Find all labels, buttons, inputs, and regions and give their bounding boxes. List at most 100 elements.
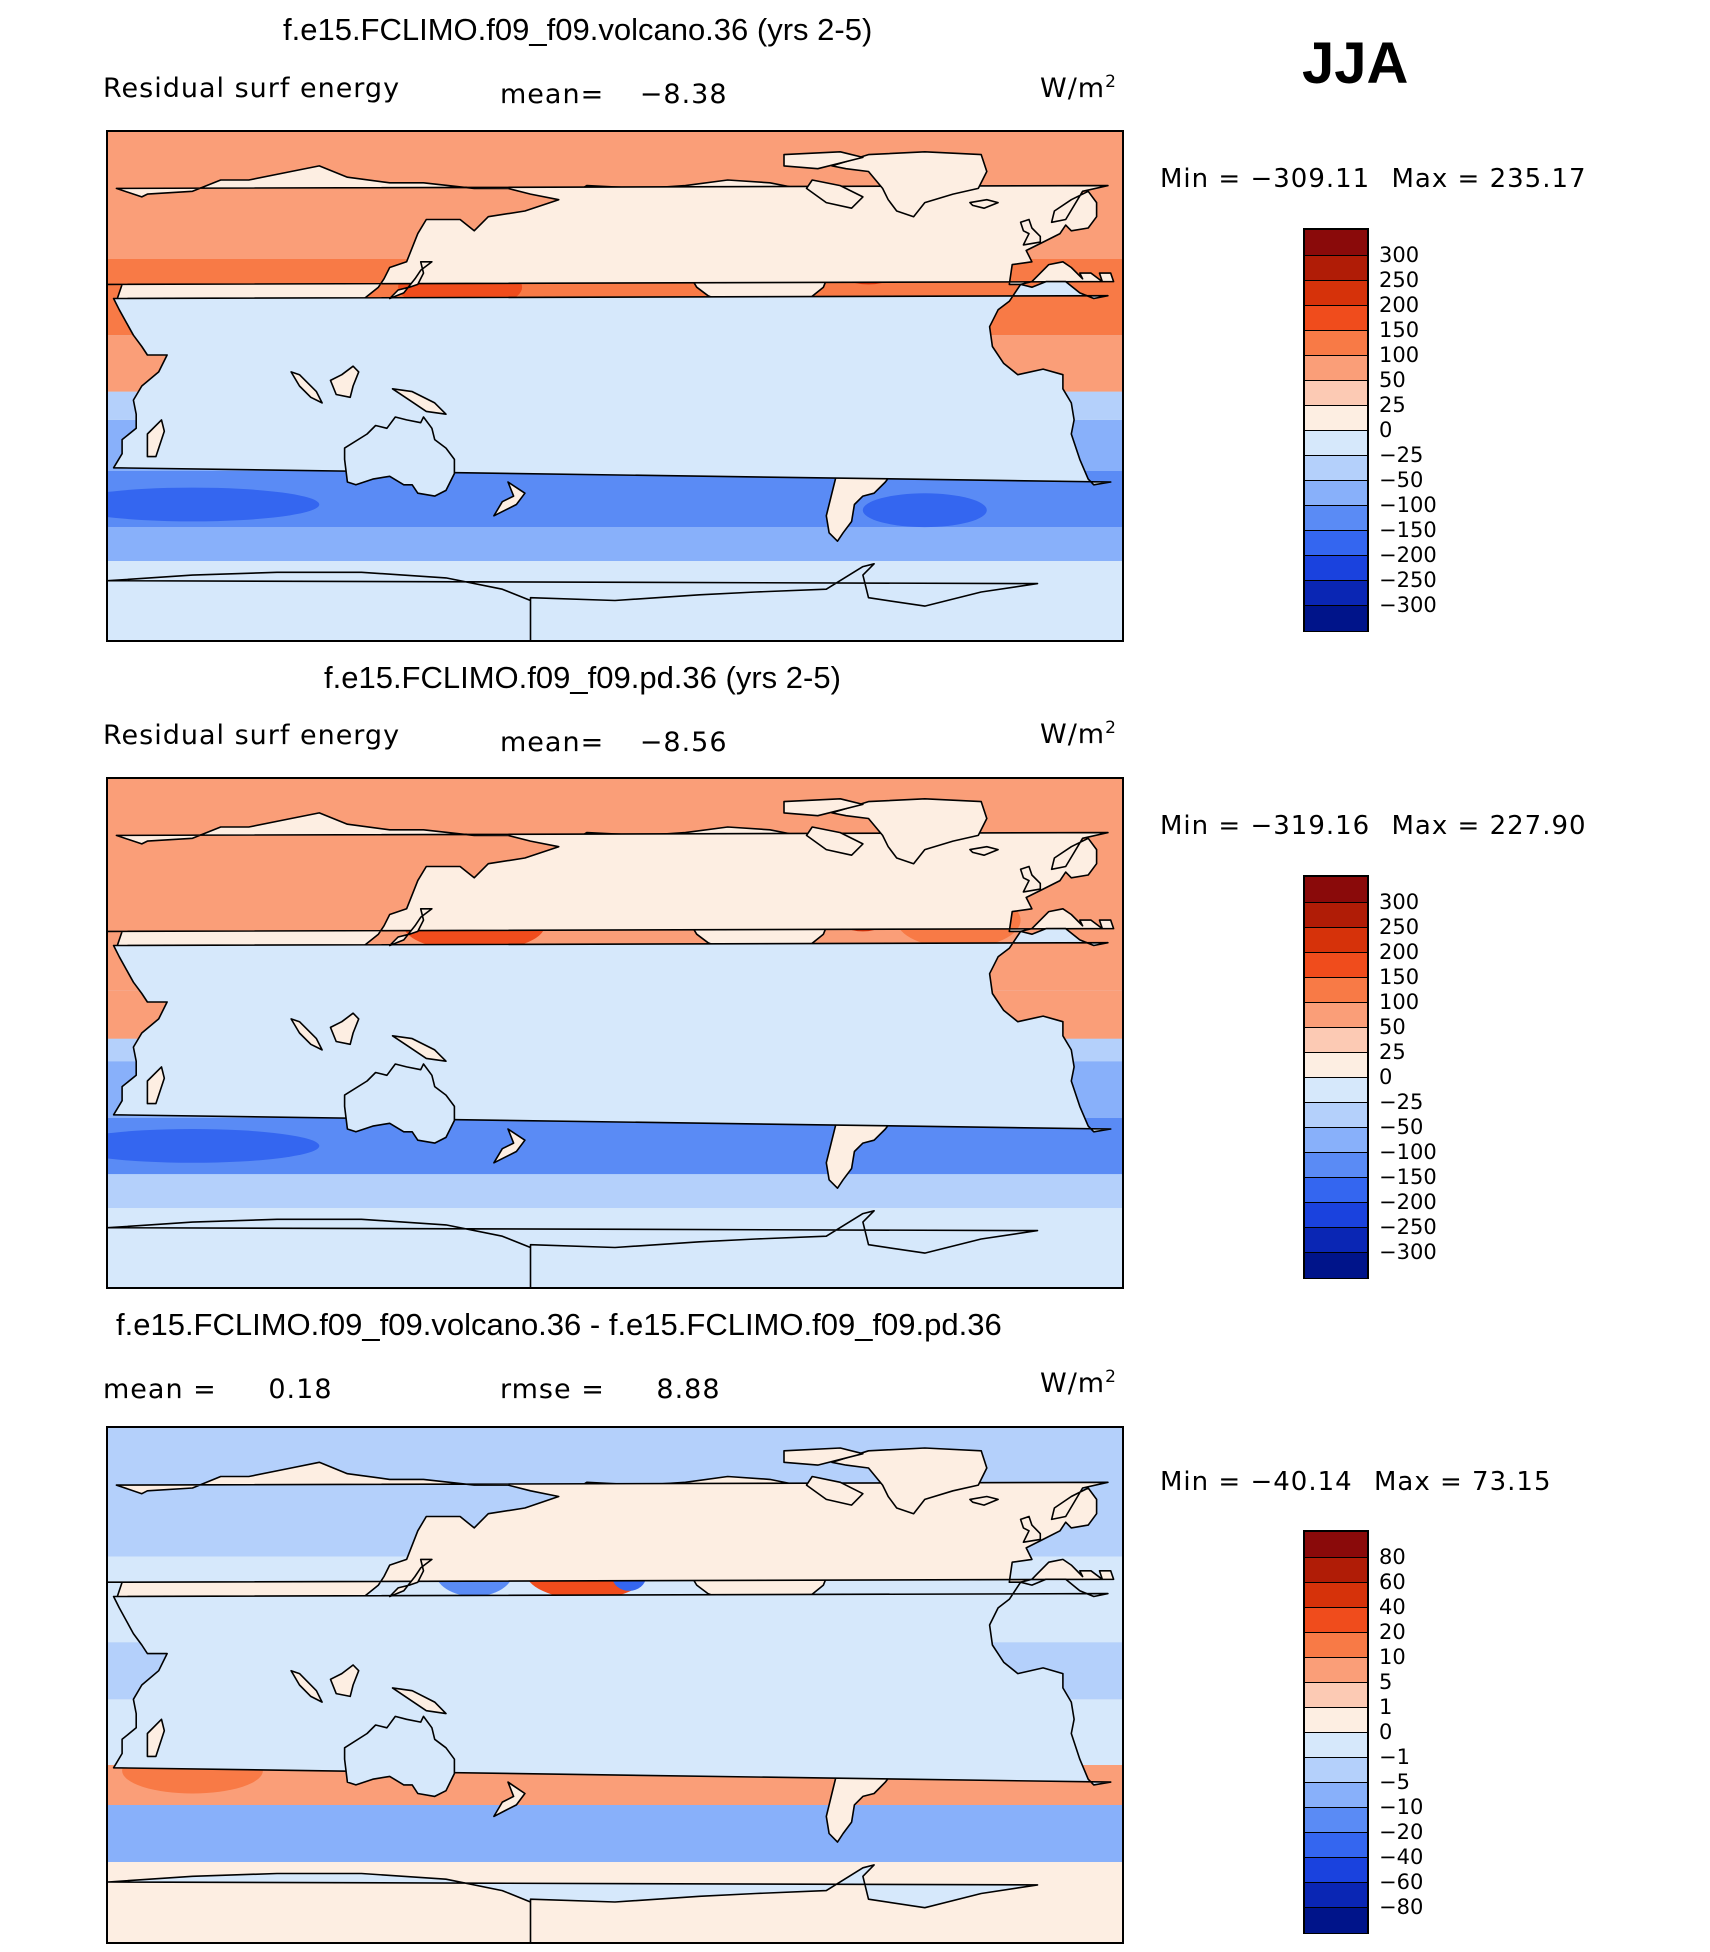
colorbar-box [1305, 530, 1367, 556]
panel-3-min-max: Min = −40.14 Max = 73.15 [1160, 1467, 1552, 1497]
colorbar-tick-label: 20 [1379, 1620, 1406, 1644]
coastline-madagascar [146, 1066, 166, 1105]
panel-3-units-exp: 2 [1105, 1367, 1117, 1387]
colorbar-box [1305, 1002, 1367, 1028]
colorbar-box [1305, 1632, 1367, 1658]
field-band [108, 1804, 1122, 1862]
colorbar-tick-label: 80 [1379, 1545, 1406, 1569]
coastline-ellesmere [783, 798, 864, 817]
colorbar-tick-label: 10 [1379, 1645, 1406, 1669]
coastline-africa [112, 927, 1112, 1133]
colorbar-tick-label: 250 [1379, 915, 1420, 939]
coastline-newguinea [391, 1687, 447, 1715]
coastline-newzealand [493, 1128, 526, 1164]
coastline-africa [112, 1578, 1112, 1786]
colorbar-box [1305, 977, 1367, 1003]
panel-2-title: f.e15.FCLIMO.f09_f09.pd.36 (yrs 2-5) [324, 660, 841, 695]
panel-1-mean-label: mean= [500, 79, 605, 110]
coastline-baffin [805, 1475, 864, 1506]
coastline-sumatra [290, 1018, 323, 1051]
panel-1-min-value: −309.11 [1250, 164, 1371, 194]
colorbar-tick-label: 300 [1379, 890, 1420, 914]
colorbar-tick-label: 200 [1379, 940, 1420, 964]
panel-3-mean-label: mean = [103, 1374, 217, 1405]
colorbar-box [1305, 255, 1367, 281]
colorbar-tick-label: 200 [1379, 293, 1420, 317]
panel-3-rmse-label: rmse = [500, 1374, 605, 1405]
colorbar-box [1305, 580, 1367, 606]
coastline-borneo [329, 1664, 360, 1698]
colorbar-box [1305, 1782, 1367, 1808]
colorbar-tick-label: −50 [1379, 1115, 1424, 1139]
colorbar-tick-label: 60 [1379, 1570, 1406, 1594]
colorbar-box [1305, 1127, 1367, 1153]
colorbar-boxes [1303, 1530, 1369, 1934]
colorbar-tick-label: −200 [1379, 543, 1437, 567]
colorbar-tick-label: −1 [1379, 1745, 1410, 1769]
coastline-newguinea [391, 1035, 447, 1062]
colorbar-tick-label: 25 [1379, 1040, 1406, 1064]
colorbar-box [1305, 1682, 1367, 1708]
panel-3-rmse-value: 8.88 [656, 1374, 721, 1405]
colorbar-tick-label: −50 [1379, 468, 1424, 492]
panel-2-units-exp: 2 [1105, 718, 1117, 738]
coastline-uk [1019, 865, 1042, 893]
panel-3-rmse: rmse = 8.88 [500, 1374, 721, 1405]
colorbar-box [1305, 1732, 1367, 1758]
colorbar-tick-label: −80 [1379, 1895, 1424, 1919]
colorbar-box [1305, 505, 1367, 531]
panel-2-mean-label: mean= [500, 727, 605, 758]
colorbar-box [1305, 1077, 1367, 1103]
colorbar-tick-label: −60 [1379, 1870, 1424, 1894]
colorbar-box [1305, 455, 1367, 481]
coastline-ellesmere [783, 151, 864, 170]
coastline-madagascar [146, 419, 166, 458]
colorbar-box [1305, 1807, 1367, 1833]
colorbar-tick-label: 300 [1379, 243, 1420, 267]
colorbar-box [1305, 1607, 1367, 1633]
colorbar-box [1305, 1907, 1367, 1933]
colorbar-boxes [1303, 228, 1369, 632]
colorbar-box [1305, 927, 1367, 953]
panel-1-mean: mean= −8.38 [500, 79, 728, 110]
panel-2-units: W/m2 [1040, 718, 1117, 750]
panel-3-mean-value: 0.18 [268, 1374, 333, 1405]
colorbar-tick-label: 50 [1379, 1015, 1406, 1039]
coastline-japan [388, 1558, 433, 1598]
colorbar-box [1305, 1027, 1367, 1053]
colorbar-box [1305, 1102, 1367, 1128]
panel-2-max-value: 227.90 [1489, 811, 1587, 841]
panel-2-min-max: Min = −319.16 Max = 227.90 [1160, 811, 1587, 841]
coastline-greenland [831, 1447, 988, 1515]
colorbar-box [1305, 1757, 1367, 1783]
colorbar-box [1305, 1152, 1367, 1178]
panel-1-units-exp: 2 [1105, 72, 1117, 92]
colorbar-box [1305, 1707, 1367, 1733]
panel-2-mean-value: −8.56 [639, 727, 728, 758]
coastline-sumatra [290, 1669, 323, 1703]
colorbar-tick-label: −250 [1379, 1215, 1437, 1239]
panel-2-mean: mean= −8.56 [500, 727, 728, 758]
coastline-baffin [805, 826, 864, 856]
coastline-australia [343, 1715, 456, 1798]
field-anomaly [108, 1129, 320, 1163]
panel-1-map [106, 130, 1124, 642]
panel-3-min-label: Min [1160, 1467, 1210, 1497]
coastline-japan [388, 908, 433, 947]
colorbar-box [1305, 605, 1367, 631]
panel-3-title: f.e15.FCLIMO.f09_f09.volcano.36 - f.e15.… [116, 1307, 1002, 1342]
colorbar-tick-label: 0 [1379, 1065, 1393, 1089]
colorbar-tick-label: −300 [1379, 593, 1437, 617]
continents [108, 798, 1115, 1287]
panel-3-min-value: −40.14 [1250, 1467, 1353, 1497]
panel-2-min-value: −319.16 [1250, 811, 1371, 841]
colorbar-tick-label: 25 [1379, 393, 1406, 417]
coastline-baffin [805, 179, 864, 209]
panel-3-units: W/m2 [1040, 1367, 1117, 1399]
coastline-greenland [831, 151, 988, 218]
colorbar-box [1305, 1582, 1367, 1608]
season-label: JJA [1302, 31, 1409, 96]
colorbar-box [1305, 902, 1367, 928]
colorbar-box [1305, 1857, 1367, 1883]
panel-3-mean: mean = 0.18 [103, 1374, 333, 1405]
